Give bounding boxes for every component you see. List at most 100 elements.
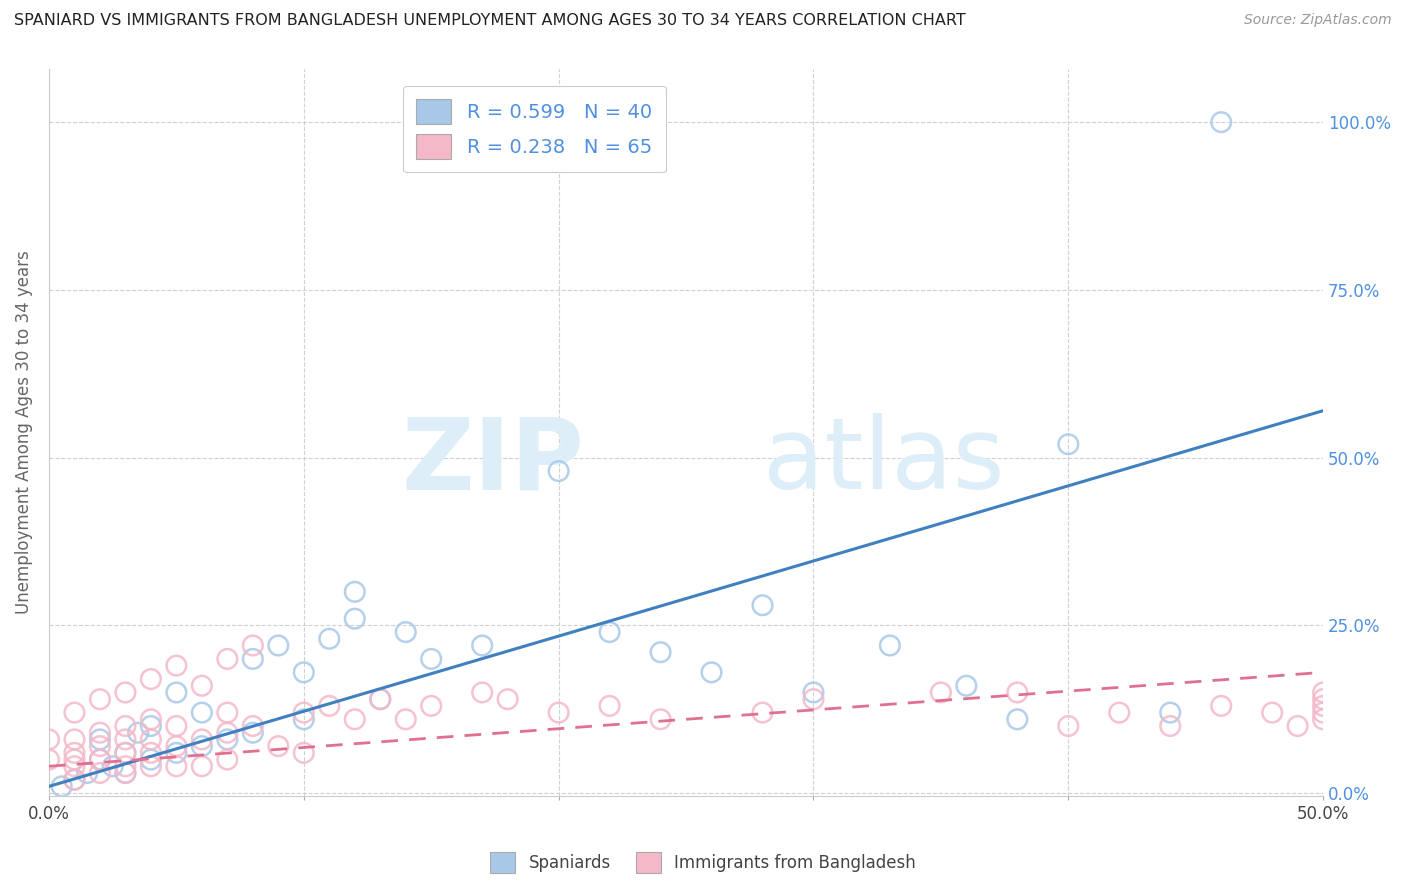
Point (1007, 712, 1029, 726)
Point (395, 625, 418, 640)
Point (879, 639, 901, 653)
Text: Source: ZipAtlas.com: Source: ZipAtlas.com (1244, 13, 1392, 28)
Point (139, 672, 162, 686)
Point (420, 698, 443, 713)
Point (267, 639, 290, 653)
Point (114, 746, 136, 760)
Point (242, 652, 264, 666)
Point (1261, 706, 1284, 720)
Text: atlas: atlas (762, 413, 1004, 510)
Point (471, 639, 494, 653)
Point (395, 712, 418, 726)
Point (292, 706, 315, 720)
Point (242, 725, 264, 739)
Point (343, 612, 366, 626)
Point (63, 746, 86, 760)
Point (63, 772, 86, 787)
Point (267, 739, 290, 753)
Point (1007, 685, 1029, 699)
Point (114, 719, 136, 733)
Point (1057, 719, 1080, 733)
Point (751, 599, 773, 613)
Point (751, 706, 773, 720)
Point (1312, 712, 1334, 726)
Point (1312, 685, 1334, 699)
Point (139, 719, 162, 733)
Point (217, 652, 239, 666)
Point (650, 645, 672, 659)
Point (63, 759, 86, 773)
Point (165, 719, 187, 733)
Point (114, 766, 136, 780)
Point (1211, 698, 1233, 713)
Point (165, 759, 187, 773)
Point (700, 665, 723, 680)
Point (89, 725, 111, 739)
Point (368, 692, 391, 706)
Point (38, 753, 60, 767)
Point (803, 685, 825, 699)
Point (191, 759, 214, 773)
Point (496, 692, 519, 706)
Legend: Spaniards, Immigrants from Bangladesh: Spaniards, Immigrants from Bangladesh (484, 846, 922, 880)
Point (114, 732, 136, 747)
Point (89, 753, 111, 767)
Point (292, 665, 315, 680)
Legend: R = 0.599   N = 40, R = 0.238   N = 65: R = 0.599 N = 40, R = 0.238 N = 65 (402, 86, 666, 172)
Point (101, 759, 124, 773)
Point (191, 732, 214, 747)
Point (1312, 706, 1334, 720)
Point (1159, 719, 1181, 733)
Point (89, 766, 111, 780)
Point (343, 712, 366, 726)
Point (63, 732, 86, 747)
Point (803, 692, 825, 706)
Point (191, 706, 214, 720)
Point (114, 746, 136, 760)
Y-axis label: Unemployment Among Ages 30 to 34 years: Unemployment Among Ages 30 to 34 years (15, 251, 32, 615)
Point (191, 679, 214, 693)
Point (139, 753, 162, 767)
Point (547, 464, 569, 478)
Point (547, 706, 569, 720)
Point (292, 746, 315, 760)
Point (114, 685, 136, 699)
Point (1057, 437, 1080, 451)
Point (1312, 692, 1334, 706)
Point (89, 753, 111, 767)
Point (1312, 698, 1334, 713)
Point (599, 698, 621, 713)
Text: SPANIARD VS IMMIGRANTS FROM BANGLADESH UNEMPLOYMENT AMONG AGES 30 TO 34 YEARS CO: SPANIARD VS IMMIGRANTS FROM BANGLADESH U… (14, 13, 966, 29)
Point (420, 652, 443, 666)
Point (217, 753, 239, 767)
Point (471, 685, 494, 699)
Point (368, 692, 391, 706)
Point (1159, 706, 1181, 720)
Point (1108, 706, 1130, 720)
Point (38, 732, 60, 747)
Point (599, 625, 621, 640)
Point (139, 746, 162, 760)
Point (139, 712, 162, 726)
Point (191, 739, 214, 753)
Point (139, 732, 162, 747)
Point (292, 712, 315, 726)
Point (165, 746, 187, 760)
Point (343, 584, 366, 599)
Point (318, 698, 340, 713)
Point (217, 706, 239, 720)
Point (63, 772, 86, 787)
Point (217, 732, 239, 747)
Point (1286, 719, 1309, 733)
Point (114, 766, 136, 780)
Point (242, 719, 264, 733)
Point (63, 753, 86, 767)
Point (955, 679, 977, 693)
Point (63, 706, 86, 720)
Point (89, 692, 111, 706)
Point (929, 685, 952, 699)
Point (1211, 115, 1233, 129)
Point (89, 732, 111, 747)
Point (165, 685, 187, 699)
Point (89, 739, 111, 753)
